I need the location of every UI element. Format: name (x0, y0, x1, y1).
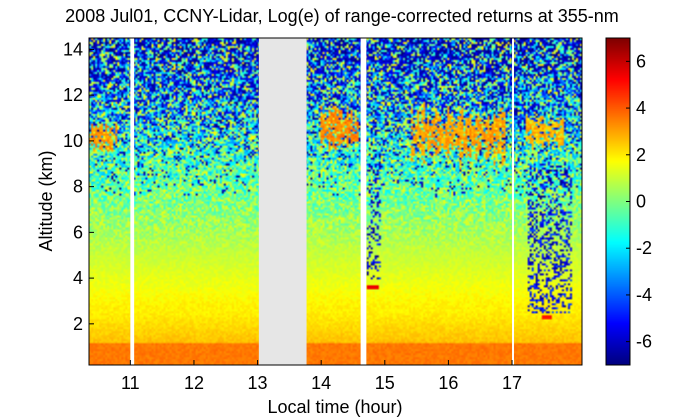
data-gap (130, 38, 135, 365)
y-axis-label: Altitude (km) (36, 150, 56, 251)
y-tick-label: 4 (73, 268, 83, 288)
y-tick-label: 2 (73, 314, 83, 334)
data-gap (258, 38, 307, 365)
y-tick-label: 14 (63, 39, 83, 59)
x-tick-label: 16 (438, 373, 458, 393)
y-tick-label: 8 (73, 177, 83, 197)
data-gap (360, 38, 367, 365)
x-tick-label: 14 (311, 373, 331, 393)
data-gaps (130, 38, 515, 365)
colorbar: -6 -4 -2 0 2 4 6 (605, 37, 652, 366)
data-gap (512, 38, 515, 365)
colorbar-tick-label: -2 (636, 238, 652, 258)
x-tick-label: 13 (248, 373, 268, 393)
colorbar-tick-label: 0 (636, 192, 646, 212)
x-tick-label: 11 (121, 373, 140, 393)
y-tick-label: 12 (63, 85, 83, 105)
y-tick-label: 6 (73, 222, 83, 242)
colorbar-tick-label: -6 (636, 332, 652, 352)
x-axis-label: Local time (hour) (267, 397, 402, 417)
colorbar-ticks: -6 -4 -2 0 2 4 6 (626, 51, 652, 352)
colorbar-tick-label: 2 (636, 145, 646, 165)
x-axis: 11 12 13 14 15 16 17 (121, 360, 522, 393)
plot-frame (88, 37, 583, 366)
x-tick-label: 17 (502, 373, 522, 393)
y-tick-label: 10 (63, 131, 83, 151)
backscatter-heatmap (89, 38, 582, 365)
y-axis: 2 4 6 8 10 12 14 (63, 39, 94, 334)
colorbar-tick-label: -4 (636, 285, 652, 305)
colorbar-tick-label: 4 (636, 98, 646, 118)
colorbar-tick-label: 6 (636, 51, 646, 71)
x-tick-label: 15 (375, 373, 395, 393)
chart-title: 2008 Jul01, CCNY-Lidar, Log(e) of range-… (65, 6, 619, 26)
x-tick-label: 12 (184, 373, 204, 393)
plot-area (88, 37, 583, 366)
